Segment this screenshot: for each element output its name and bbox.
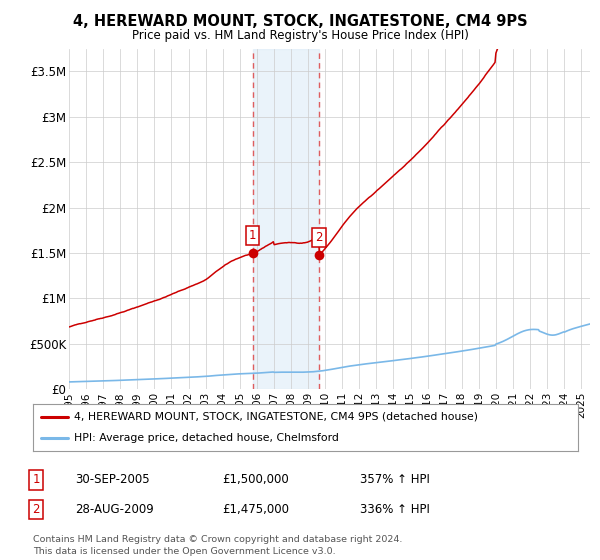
Text: 2: 2 bbox=[316, 231, 323, 244]
Text: 1: 1 bbox=[249, 229, 256, 242]
Text: 28-AUG-2009: 28-AUG-2009 bbox=[75, 503, 154, 516]
Text: 4, HEREWARD MOUNT, STOCK, INGATESTONE, CM4 9PS (detached house): 4, HEREWARD MOUNT, STOCK, INGATESTONE, C… bbox=[74, 412, 478, 422]
Text: This data is licensed under the Open Government Licence v3.0.: This data is licensed under the Open Gov… bbox=[33, 547, 335, 556]
Text: 2: 2 bbox=[32, 503, 40, 516]
Text: 336% ↑ HPI: 336% ↑ HPI bbox=[360, 503, 430, 516]
Text: HPI: Average price, detached house, Chelmsford: HPI: Average price, detached house, Chel… bbox=[74, 433, 339, 444]
Bar bbox=[253, 49, 319, 389]
Text: £1,475,000: £1,475,000 bbox=[222, 503, 289, 516]
Text: Price paid vs. HM Land Registry's House Price Index (HPI): Price paid vs. HM Land Registry's House … bbox=[131, 29, 469, 42]
Text: 30-SEP-2005: 30-SEP-2005 bbox=[75, 473, 149, 487]
Text: 1: 1 bbox=[32, 473, 40, 487]
Text: Contains HM Land Registry data © Crown copyright and database right 2024.: Contains HM Land Registry data © Crown c… bbox=[33, 535, 403, 544]
Text: 4, HEREWARD MOUNT, STOCK, INGATESTONE, CM4 9PS: 4, HEREWARD MOUNT, STOCK, INGATESTONE, C… bbox=[73, 14, 527, 29]
Text: 357% ↑ HPI: 357% ↑ HPI bbox=[360, 473, 430, 487]
Text: £1,500,000: £1,500,000 bbox=[222, 473, 289, 487]
